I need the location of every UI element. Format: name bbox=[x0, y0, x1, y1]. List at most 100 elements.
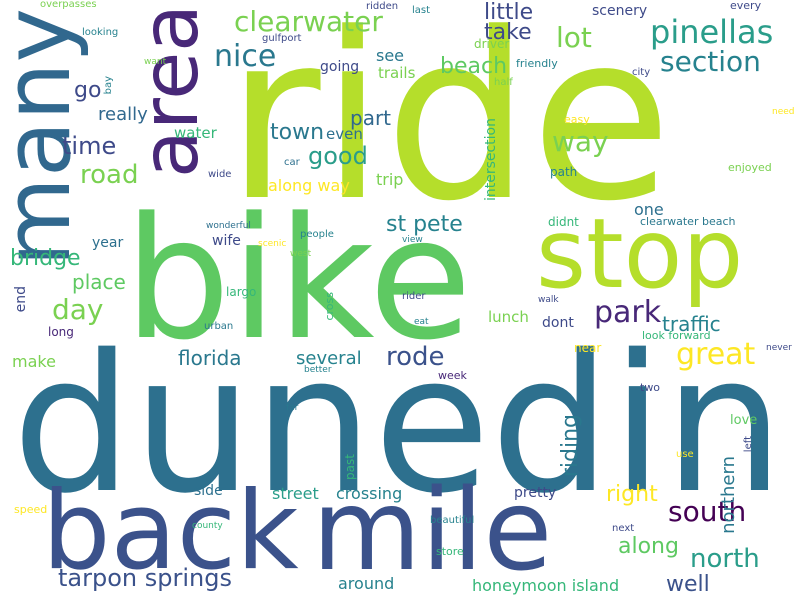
word-friendly: friendly bbox=[516, 57, 558, 70]
word-didnt: didnt bbox=[548, 215, 579, 229]
word-path: path bbox=[550, 165, 578, 179]
word-along: along bbox=[618, 534, 679, 559]
word-bridge: bridge bbox=[10, 246, 81, 271]
word-street: street bbox=[272, 484, 319, 503]
word-love: love bbox=[730, 413, 758, 428]
word-northern: left bbox=[743, 436, 754, 453]
word-past: use bbox=[676, 449, 694, 460]
word-beach: beach bbox=[440, 54, 508, 79]
word-ridden: ridden bbox=[366, 1, 399, 12]
word-far: far bbox=[286, 403, 299, 413]
word-eat: eat bbox=[414, 317, 429, 327]
word-speed: county bbox=[192, 521, 223, 531]
word-much: past bbox=[343, 454, 357, 480]
word-traffic: traffic bbox=[662, 312, 721, 336]
word-long: long bbox=[48, 325, 74, 339]
word-town: town bbox=[270, 120, 325, 145]
word-really: really bbox=[98, 104, 148, 125]
word-every: every bbox=[730, 0, 762, 12]
word-lunch: lunch bbox=[488, 308, 529, 326]
word-one: one bbox=[634, 200, 664, 219]
word-enjoyed: enjoyed bbox=[728, 161, 772, 174]
word-never: never bbox=[766, 343, 792, 353]
word-dunedin: dunedin bbox=[12, 314, 785, 535]
word-car: car bbox=[284, 157, 300, 168]
word-pinellas: pinellas bbox=[650, 13, 774, 51]
word-rider: rider bbox=[402, 291, 426, 302]
word-well: well bbox=[666, 572, 710, 597]
word-clearwater-beach: clearwater beach bbox=[640, 215, 736, 228]
word-city: city bbox=[632, 67, 651, 78]
word-end: end bbox=[13, 286, 29, 313]
word-lot: lot bbox=[556, 21, 592, 54]
word-urban: urban bbox=[204, 321, 234, 332]
word-mile: mile bbox=[312, 466, 553, 596]
word-largo: largo bbox=[226, 285, 257, 299]
word-good: good bbox=[308, 142, 368, 170]
word-road: road bbox=[80, 160, 139, 190]
word-nice: nice bbox=[214, 39, 277, 74]
word-intersection: intersection bbox=[483, 118, 499, 202]
word-beautiful: next bbox=[612, 523, 635, 534]
word-little: little bbox=[484, 0, 534, 25]
word-overpasses: overpasses bbox=[40, 0, 97, 10]
word-see: see bbox=[376, 46, 405, 65]
word-side: side bbox=[194, 483, 223, 499]
word-better: better bbox=[304, 365, 332, 375]
word-way: way bbox=[552, 125, 609, 158]
word-several: several bbox=[296, 348, 362, 369]
word-want: want bbox=[144, 57, 167, 67]
word-around: around bbox=[338, 574, 395, 593]
word-county: beautiful bbox=[430, 515, 475, 526]
word-bike: bike bbox=[124, 181, 472, 377]
word-driver: driver bbox=[474, 37, 510, 51]
word-bay: bay bbox=[103, 76, 114, 95]
word-time: time bbox=[62, 132, 117, 160]
word-area: area bbox=[126, 4, 216, 178]
word-next: store bbox=[436, 545, 464, 558]
word-scenic: scenic bbox=[258, 239, 287, 249]
word-half: half bbox=[494, 77, 513, 88]
word-florida: florida bbox=[178, 346, 242, 370]
word-water: water bbox=[174, 124, 217, 142]
word-gulfport: gulfport bbox=[262, 33, 302, 44]
word-pretty: pretty bbox=[514, 485, 557, 501]
word-make: make bbox=[12, 352, 56, 371]
word-part: part bbox=[350, 106, 392, 130]
word-back: back bbox=[42, 469, 299, 594]
word-north: north bbox=[690, 544, 760, 574]
word-day: day bbox=[52, 293, 104, 326]
word-left: speed bbox=[14, 503, 48, 516]
word-wide: wide bbox=[208, 169, 232, 180]
word-south: south bbox=[668, 495, 747, 528]
word-right: right bbox=[606, 482, 658, 507]
word-section: section bbox=[660, 45, 761, 78]
word-two: two bbox=[640, 381, 661, 394]
word-dont: dont bbox=[542, 315, 574, 331]
word-park: park bbox=[594, 295, 662, 330]
word-go: go bbox=[74, 78, 102, 103]
word-use: northern bbox=[718, 456, 739, 534]
word-great: great bbox=[676, 337, 756, 372]
word-looking: looking bbox=[82, 27, 119, 38]
word-need: need bbox=[772, 107, 795, 117]
word-people: people bbox=[300, 229, 334, 240]
word-easy: easy bbox=[564, 113, 590, 126]
word-last: last bbox=[412, 5, 431, 16]
word-walk: walk bbox=[538, 295, 559, 305]
word-view: view bbox=[402, 235, 423, 245]
word-place: place bbox=[72, 270, 126, 294]
word-trails: trails bbox=[378, 64, 416, 82]
word-wonderful: wonderful bbox=[206, 221, 251, 231]
word-rode: rode bbox=[386, 342, 445, 372]
word-clearwater: clearwater bbox=[234, 5, 383, 38]
word-riding: riding bbox=[558, 414, 583, 478]
word-week: week bbox=[438, 369, 467, 382]
word-honeymoon-island: honeymoon island bbox=[472, 576, 620, 595]
word-along-way: along way bbox=[268, 176, 350, 195]
word-trip: trip bbox=[376, 170, 404, 189]
word-crossing: crossing bbox=[336, 484, 403, 503]
word-cross: cross bbox=[323, 292, 336, 321]
word-scenery: scenery bbox=[592, 3, 648, 19]
